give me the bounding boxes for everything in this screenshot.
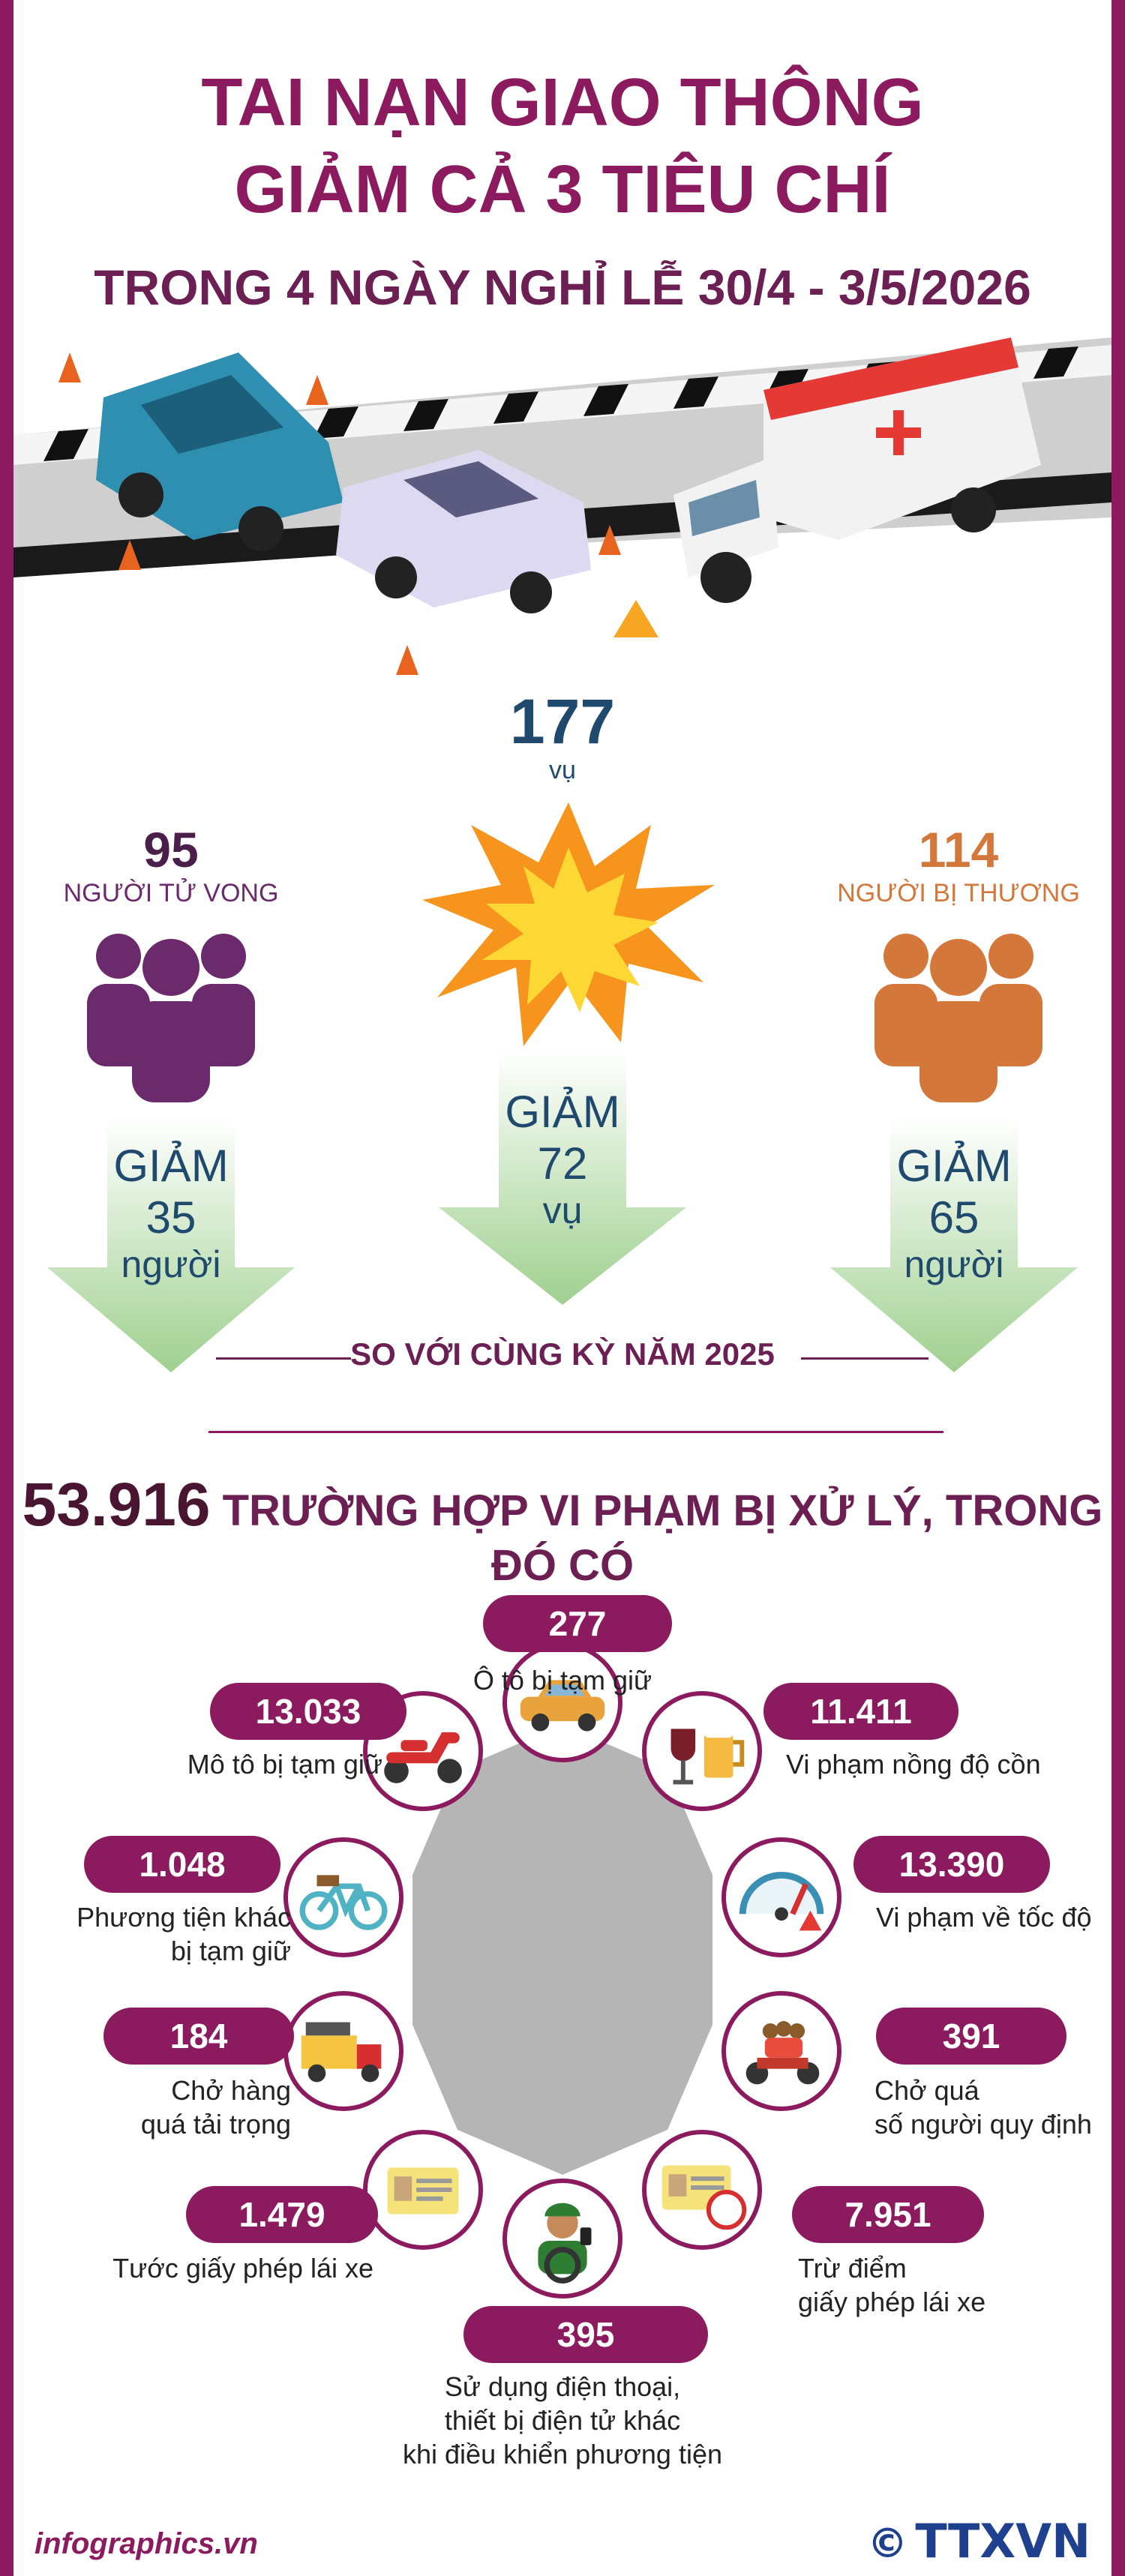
label-license-points-line1: Trừ điểm [798,2253,907,2284]
deaths-decrease-arrow-icon [47,1117,295,1372]
accidents-decrease-text: GIẢM 72 vụ [488,1086,638,1233]
label-license-points-line2: giấy phép lái xe [798,2287,986,2317]
traffic-cone-icon [58,352,621,675]
people-deaths-icon [87,934,255,1102]
stat-pill-alcohol: 11.411 [764,1683,958,1740]
deaths-decrease-value: 35 [146,1192,196,1243]
blue-car-icon [96,352,344,551]
stat-pill-phone-use: 395 [464,2306,708,2363]
accidents-decrease-unit: vụ [542,1189,583,1231]
crash-scene-illustration [14,337,1112,675]
explosion-icon [422,802,715,1046]
injuries-decrease-value: 65 [928,1192,980,1243]
ttxvn-logo: © TTXVN [867,2514,1090,2569]
license-points-icon [642,2130,762,2250]
label-motorbikes-seized: Mô tô bị tạm giữ [187,1749,382,1780]
label-other-vehicles: Phương tiện khác bị tạm giữ [44,1900,291,1968]
alcohol-icon [642,1691,762,1811]
injuries-decrease-word: GIẢM [896,1141,1012,1191]
stat-pill-overloaded-passengers: 391 [876,2008,1066,2065]
phone-driver-icon [502,2179,622,2299]
violations-headline-text: TRƯỜNG HỢP VI PHẠM BỊ XỬ LÝ, TRONG ĐÓ CÓ [210,1486,1103,1590]
accidents-count: 177 [509,686,616,757]
label-phone-use-line1: Sử dụng điện thoại, [444,2371,681,2402]
accidents-decrease-value: 72 [537,1138,588,1189]
accidents-decrease-word: GIẢM [505,1087,620,1137]
label-overloaded-cargo: Chở hàng quá tải trọng [58,2074,291,2141]
injuries-label: NGƯỜI BỊ THƯƠNG [837,879,1080,907]
copyright-icon: © [867,2520,908,2567]
subtitle: TRONG 4 NGÀY NGHỈ LỄ 30/4 - 3/5/2026 [94,259,1031,315]
title-line-1: TAI NẠN GIAO THÔNG [201,65,924,140]
truck-icon [284,1991,404,2111]
accidents-decrease-arrow-icon [439,1050,686,1305]
ambulance-icon [674,337,1041,603]
label-license-revoked: Tước giấy phép lái xe [112,2253,374,2284]
warning-triangle-icon [614,600,658,637]
label-speeding: Vi phạm về tốc độ [876,1902,1092,1933]
label-phone-use-line3: khi điều khiển phương tiện [403,2439,722,2470]
section-divider [208,1431,944,1433]
label-other-vehicles-line1: Phương tiện khác [76,1902,291,1933]
white-car-icon [336,450,591,613]
title-line-2: GIẢM CẢ 3 TIÊU CHÍ [234,152,891,227]
deaths-count: 95 [143,822,199,877]
stat-pill-overloaded-cargo: 184 [104,2008,294,2065]
violations-total: 53.916 [22,1471,211,1539]
deaths-decrease-text: GIẢM 35 người [96,1140,246,1287]
center-polygon [412,1725,712,2175]
divider-left [216,1357,351,1360]
logo-text: TTXVN [915,2514,1090,2569]
divider-right [801,1357,928,1360]
injuries-decrease-text: GIẢM 65 người [879,1140,1029,1287]
bicycle-icon [284,1837,404,1957]
accidents-unit: vụ [549,756,576,784]
license-revoked-icon [363,2130,483,2250]
car-icon [502,1642,622,1762]
injuries-decrease-arrow-icon [830,1117,1078,1372]
stat-pill-license-points: 7.951 [792,2186,984,2243]
deaths-label: NGƯỜI TỬ VONG [63,879,279,907]
violations-headline: 53.916 TRƯỜNG HỢP VI PHẠM BỊ XỬ LÝ, TRON… [14,1470,1112,1591]
label-other-vehicles-line2: bị tạm giữ [170,1936,291,1966]
label-overloaded-cargo-line2: quá tải trọng [140,2109,291,2140]
injuries-decrease-unit: người [904,1243,1004,1285]
label-cars-seized: Ô tô bị tạm giữ [472,1665,652,1696]
injuries-count: 114 [918,822,999,877]
label-phone-use-line2: thiết bị điện tử khác [444,2405,681,2436]
label-overloaded-cargo-line1: Chở hàng [171,2075,291,2106]
label-overloaded-passengers-line1: Chở quá [874,2075,980,2106]
footer-site: infographics.vn [34,2527,258,2560]
label-license-points: Trừ điểm giấy phép lái xe [798,2251,1083,2319]
speedometer-icon [722,1837,842,1957]
label-phone-use: Sử dụng điện thoại, thiết bị điện tử khá… [351,2370,774,2471]
label-alcohol: Vi phạm nồng độ cồn [786,1749,1041,1780]
stat-pill-cars-seized: 277 [483,1595,672,1652]
stat-pill-license-revoked: 1.479 [186,2186,378,2243]
stat-pill-other-vehicles: 1.048 [84,1836,280,1893]
comparison-text: SO VỚI CÙNG KỲ NĂM 2025 [350,1336,775,1372]
label-overloaded-passengers: Chở quá số người quy định [874,2074,1107,2141]
overloaded-motorbike-icon [722,1991,842,2111]
deaths-decrease-unit: người [121,1243,221,1285]
deaths-decrease-word: GIẢM [113,1141,229,1191]
people-injuries-icon [874,934,1042,1102]
stat-pill-motorbikes-seized: 13.033 [210,1683,406,1740]
label-overloaded-passengers-line2: số người quy định [874,2109,1092,2140]
stat-pill-speeding: 13.390 [854,1836,1050,1893]
